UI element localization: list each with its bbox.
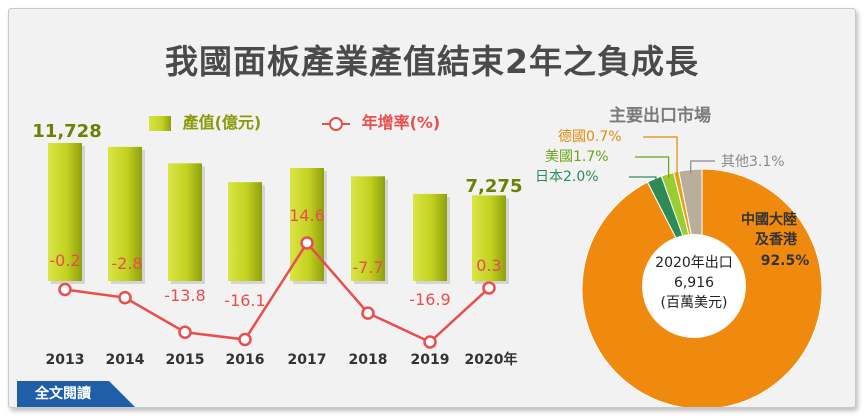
bar — [472, 195, 506, 281]
pie-center-circle — [642, 234, 746, 338]
growth-label: -7.7 — [352, 258, 383, 277]
growth-label: -16.9 — [409, 290, 450, 309]
pie-leader-line — [643, 136, 678, 176]
bar — [351, 176, 385, 281]
pie-center-line1: 2020年出口 — [655, 255, 733, 271]
growth-point — [238, 332, 252, 347]
bar-series — [48, 143, 509, 284]
pie-leader-line — [635, 156, 670, 178]
bar — [228, 182, 262, 281]
pie-center-line3: (百萬美元) — [661, 295, 728, 311]
bar — [413, 193, 447, 281]
growth-label: -13.8 — [164, 286, 205, 305]
value-label-last: 7,275 — [466, 176, 523, 197]
pie-label: 其他3.1% — [721, 154, 785, 170]
growth-line-series — [58, 236, 496, 349]
growth-point — [482, 281, 496, 295]
pie-label-china-pct: 92.5% — [761, 253, 810, 269]
chart-canvas: -0.2 -2.8 -13.8 -16.1 14.6 -7.7 -16.9 0.3 11,728… — [32, 121, 823, 407]
growth-point — [58, 282, 72, 297]
category-label: 2016 — [226, 352, 265, 368]
pie-leader-line — [629, 176, 657, 183]
page-title: 我國面板產業產值結束2年之負成長 — [165, 42, 699, 81]
growth-label: 0.3 — [476, 256, 501, 275]
value-label-first: 11,728 — [32, 121, 101, 142]
legend-line-swatch — [322, 116, 350, 132]
growth-line — [64, 240, 490, 344]
chart-labels: -0.2 -2.8 -13.8 -16.1 14.6 -7.7 -16.9 0.3 11,728… — [32, 121, 522, 368]
pie-label: 德國0.7% — [558, 129, 622, 145]
legend-growth-label: 年增率(%) — [361, 113, 441, 132]
bar — [48, 143, 82, 281]
category-label: 2014 — [106, 352, 145, 368]
growth-label: -0.2 — [49, 251, 80, 270]
pie-title: 主要出口市場 — [609, 106, 711, 126]
pie-center-line2: 6,916 — [674, 275, 714, 291]
pie-label-china-line2: 及香港 — [755, 231, 798, 248]
category-label: 2020年 — [465, 351, 518, 368]
bar — [108, 146, 142, 281]
growth-point — [361, 306, 375, 320]
pie-label-china-line1: 中國大陸 — [741, 211, 797, 228]
full-text-button-bg — [17, 381, 135, 407]
pie-label: 美國1.7% — [545, 149, 609, 165]
legend-bar-swatch — [149, 116, 171, 131]
growth-label: 14.6 — [289, 206, 325, 225]
category-label: 2017 — [288, 352, 327, 368]
growth-point — [300, 236, 314, 250]
category-label: 2019 — [411, 352, 450, 368]
legend-growth: 年增率(%) — [322, 109, 440, 133]
pie-label: 日本2.0% — [535, 169, 599, 185]
growth-point — [118, 290, 132, 305]
legend-output: 產值(億元) — [149, 109, 261, 133]
pie-leader-line — [690, 160, 715, 174]
infographic-card: 我國面板產業產值結束2年之負成長 產值(億元) 年增率(%) 主要出口市場 -0… — [8, 8, 856, 408]
category-label: 2018 — [349, 352, 388, 368]
bar — [168, 163, 202, 281]
growth-point — [178, 325, 192, 340]
full-text-button[interactable]: 全文閱讀 — [17, 381, 135, 407]
legend-output-label: 產值(億元) — [182, 113, 262, 132]
full-text-label: 全文閱讀 — [35, 386, 91, 402]
category-label: 2015 — [166, 352, 205, 368]
category-label: 2013 — [46, 352, 85, 368]
growth-point — [423, 335, 437, 349]
growth-label: -16.1 — [224, 291, 265, 310]
growth-label: -2.8 — [111, 254, 142, 273]
